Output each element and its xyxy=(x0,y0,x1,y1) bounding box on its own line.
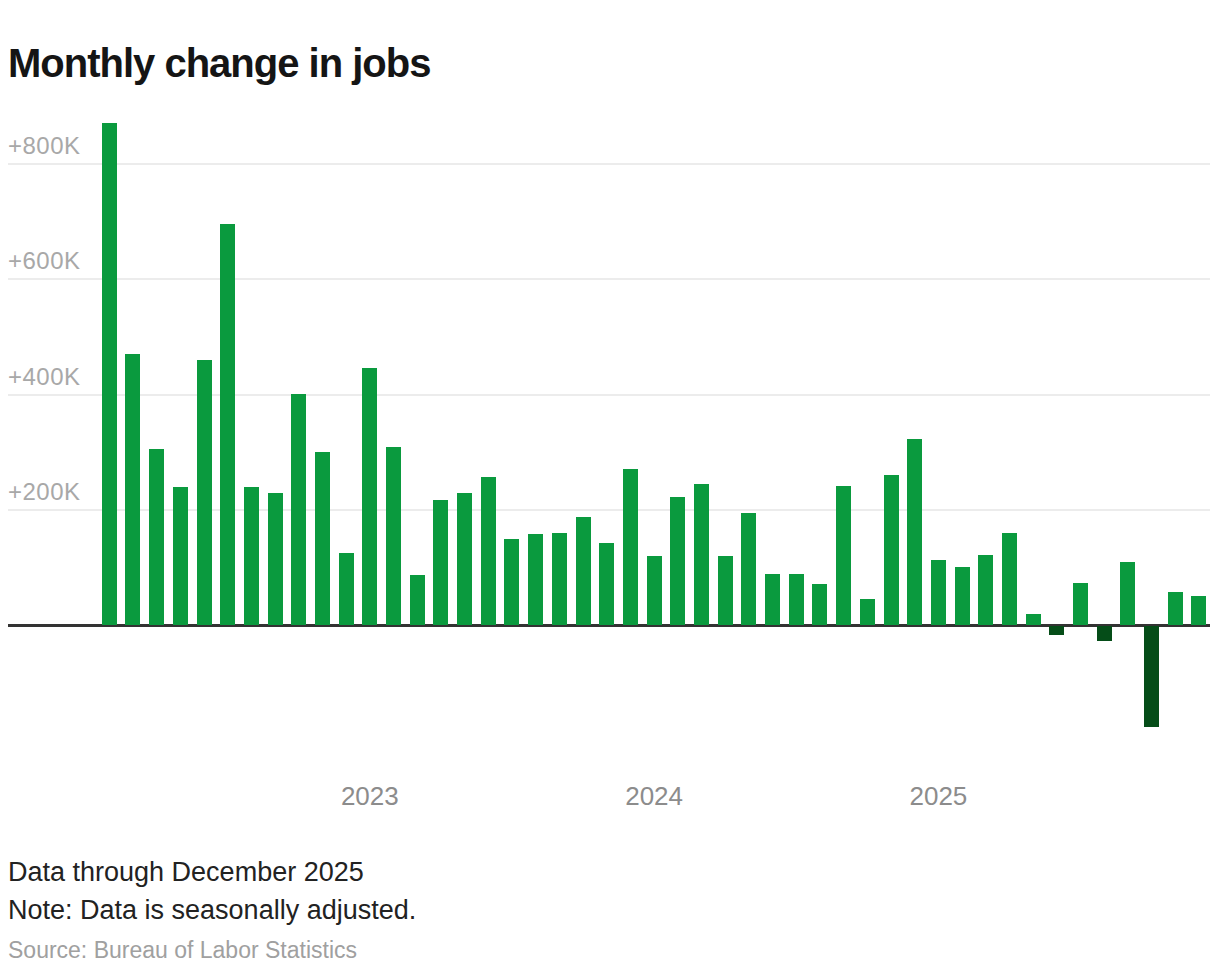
bar-jan-2023 xyxy=(362,368,377,625)
bar-nov-2023 xyxy=(599,543,614,625)
bar-nov-2025 xyxy=(1168,592,1183,626)
bar-mar-2024 xyxy=(694,484,709,625)
bar-may-2024 xyxy=(741,513,756,625)
bar-jun-2024 xyxy=(765,574,780,625)
bar-aug-2025 xyxy=(1097,626,1112,641)
bar-jun-2025 xyxy=(1049,626,1064,635)
bar-may-2022 xyxy=(173,487,188,626)
bar-sep-2023 xyxy=(552,533,567,625)
bar-oct-2023 xyxy=(576,517,591,625)
bar-jun-2022 xyxy=(197,360,212,625)
bar-apr-2025 xyxy=(1002,533,1017,625)
bar-dec-2025 xyxy=(1191,596,1206,625)
bar-may-2023 xyxy=(457,493,472,625)
gridline-200k xyxy=(8,509,1210,511)
bar-jan-2024 xyxy=(647,556,662,625)
bar-nov-2022 xyxy=(315,452,330,625)
bar-aug-2022 xyxy=(244,487,259,626)
y-axis-tick-label: +400K xyxy=(8,363,81,391)
bar-dec-2022 xyxy=(339,553,354,625)
y-axis-tick-label: +600K xyxy=(8,247,81,275)
bar-jul-2023 xyxy=(504,539,519,625)
bar-oct-2024 xyxy=(860,599,875,625)
x-axis-year-label-2025: 2025 xyxy=(909,781,967,812)
jobs-bar-chart: +200K +400K +600K +800K 2023 2024 2025 xyxy=(0,0,1220,820)
data-through-note: Data through December 2025 xyxy=(8,857,364,888)
bar-apr-2024 xyxy=(718,556,733,625)
bar-nov-2024 xyxy=(884,475,899,625)
bar-feb-2025 xyxy=(955,567,970,625)
bar-jun-2023 xyxy=(481,477,496,625)
bar-aug-2023 xyxy=(528,534,543,625)
y-axis-tick-label: +200K xyxy=(8,478,81,506)
bar-feb-2023 xyxy=(386,447,401,625)
bar-feb-2024 xyxy=(670,497,685,625)
bar-feb-2022 xyxy=(102,123,117,625)
x-axis-year-label-2024: 2024 xyxy=(625,781,683,812)
bar-jul-2024 xyxy=(789,574,804,625)
x-axis-year-label-2023: 2023 xyxy=(341,781,399,812)
bar-oct-2025 xyxy=(1144,626,1159,727)
bar-jul-2022 xyxy=(220,224,235,625)
bar-jan-2025 xyxy=(931,560,946,625)
bar-sep-2022 xyxy=(268,493,283,625)
gridline-800k xyxy=(8,163,1210,165)
gridline-400k xyxy=(8,394,1210,396)
bar-oct-2022 xyxy=(291,394,306,625)
gridline-600k xyxy=(8,278,1210,280)
bar-mar-2025 xyxy=(978,555,993,625)
y-axis-tick-label: +800K xyxy=(8,132,81,160)
seasonal-adjustment-note: Note: Data is seasonally adjusted. xyxy=(8,895,416,926)
bar-mar-2022 xyxy=(125,354,140,625)
source-credit: Source: Bureau of Labor Statistics xyxy=(8,937,357,964)
bar-sep-2025 xyxy=(1120,562,1135,626)
bar-mar-2023 xyxy=(410,575,425,625)
bar-sep-2024 xyxy=(836,486,851,625)
bar-apr-2023 xyxy=(433,500,448,625)
bar-may-2025 xyxy=(1026,614,1041,626)
bar-jul-2025 xyxy=(1073,583,1088,625)
bar-dec-2023 xyxy=(623,469,638,625)
bar-dec-2024 xyxy=(907,439,922,625)
bar-aug-2024 xyxy=(812,584,827,625)
bar-apr-2022 xyxy=(149,449,164,625)
